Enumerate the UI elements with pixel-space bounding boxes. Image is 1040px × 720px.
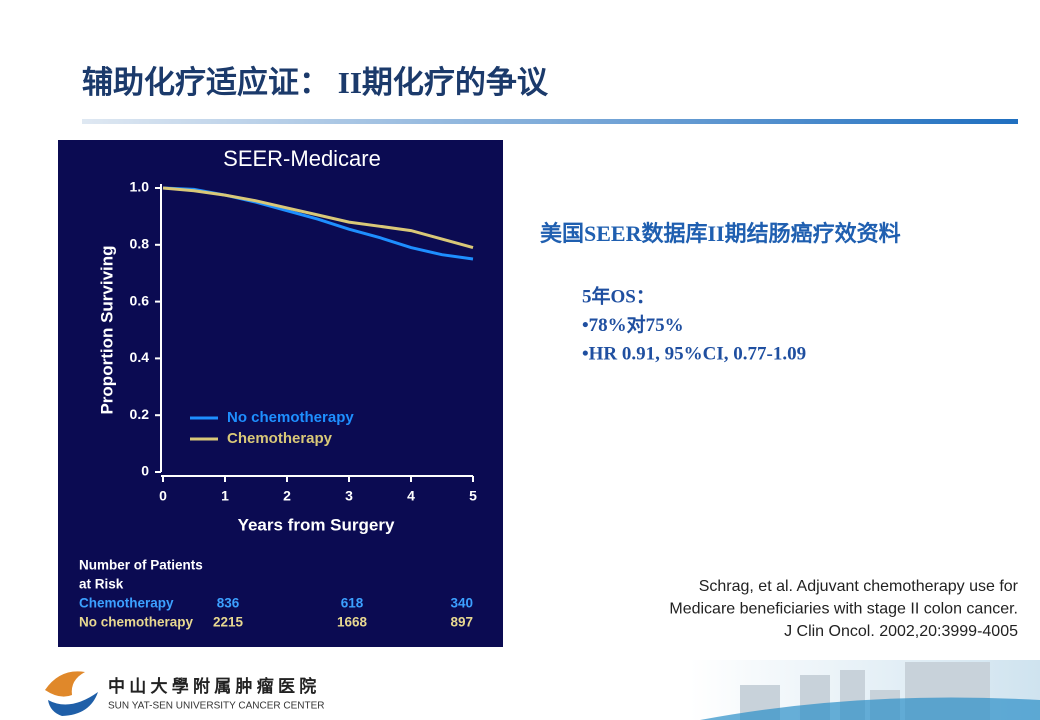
citation-line: Medicare beneficiaries with stage II col…	[669, 601, 1018, 618]
slide-title: 辅助化疗适应证： II期化疗的争议	[82, 65, 549, 100]
subtitle: 美国SEER数据库II期结肠癌疗效资料	[540, 221, 901, 246]
risk-value: 897	[450, 615, 473, 630]
y-tick-label: 0.4	[130, 349, 150, 365]
citation-line: J Clin Oncol. 2002,20:3999-4005	[784, 623, 1018, 640]
risk-value: 340	[450, 596, 473, 611]
legend-label: Chemotherapy	[227, 430, 333, 447]
bullet: •78%对75%	[582, 313, 684, 336]
y-tick-label: 0	[141, 463, 149, 479]
chart-title: SEER-Medicare	[223, 146, 381, 171]
y-tick-label: 1.0	[130, 179, 150, 195]
risk-value: 836	[217, 596, 240, 611]
x-tick-label: 3	[345, 488, 353, 504]
legend-label: No chemotherapy	[227, 409, 354, 426]
risk-title: at Risk	[79, 577, 124, 592]
logo-name: 中 山 大 學 附 属 肿 瘤 医 院	[108, 676, 316, 696]
x-tick-label: 0	[159, 488, 167, 504]
x-tick-label: 2	[283, 488, 291, 504]
bullet: •HR 0.91, 95%CI, 0.77-1.09	[582, 343, 806, 364]
risk-title: Number of Patients	[79, 558, 203, 573]
y-tick-label: 0.6	[130, 292, 150, 308]
chart-panel	[58, 140, 503, 647]
x-tick-label: 5	[469, 488, 477, 504]
title-rule	[82, 119, 1018, 124]
x-axis-label: Years from Surgery	[238, 515, 395, 534]
wave	[700, 697, 1040, 720]
citation-line: Schrag, et al. Adjuvant chemotherapy use…	[699, 578, 1019, 595]
bullets: 5年OS： •78%对75% •HR 0.91, 95%CI, 0.77-1.09	[582, 284, 806, 364]
x-tick-label: 4	[407, 488, 415, 504]
survival-line	[162, 186, 474, 250]
risk-value: 618	[341, 596, 364, 611]
risk-row-name: No chemotherapy	[79, 615, 194, 630]
plot: 0 0.2 0.4 0.6 0.8 1.0 0 1 2 3 4 5 No chemotherapy Che…	[79, 179, 477, 630]
risk-row-name: Chemotherapy	[79, 596, 174, 611]
y-tick-label: 0.8	[130, 236, 150, 252]
citation: Schrag, et al. Adjuvant chemotherapy use…	[669, 578, 1018, 640]
y-axis-label: Proportion Surviving	[97, 245, 116, 414]
x-tick-label: 1	[221, 488, 229, 504]
risk-value: 1668	[337, 615, 368, 630]
y-tick-label: 0.2	[130, 406, 150, 422]
bullet: 5年OS：	[582, 284, 655, 307]
logo-mark	[45, 671, 98, 716]
logo-english: SUN YAT-SEN UNIVERSITY CANCER CENTER	[108, 701, 325, 712]
risk-value: 2215	[213, 615, 244, 630]
